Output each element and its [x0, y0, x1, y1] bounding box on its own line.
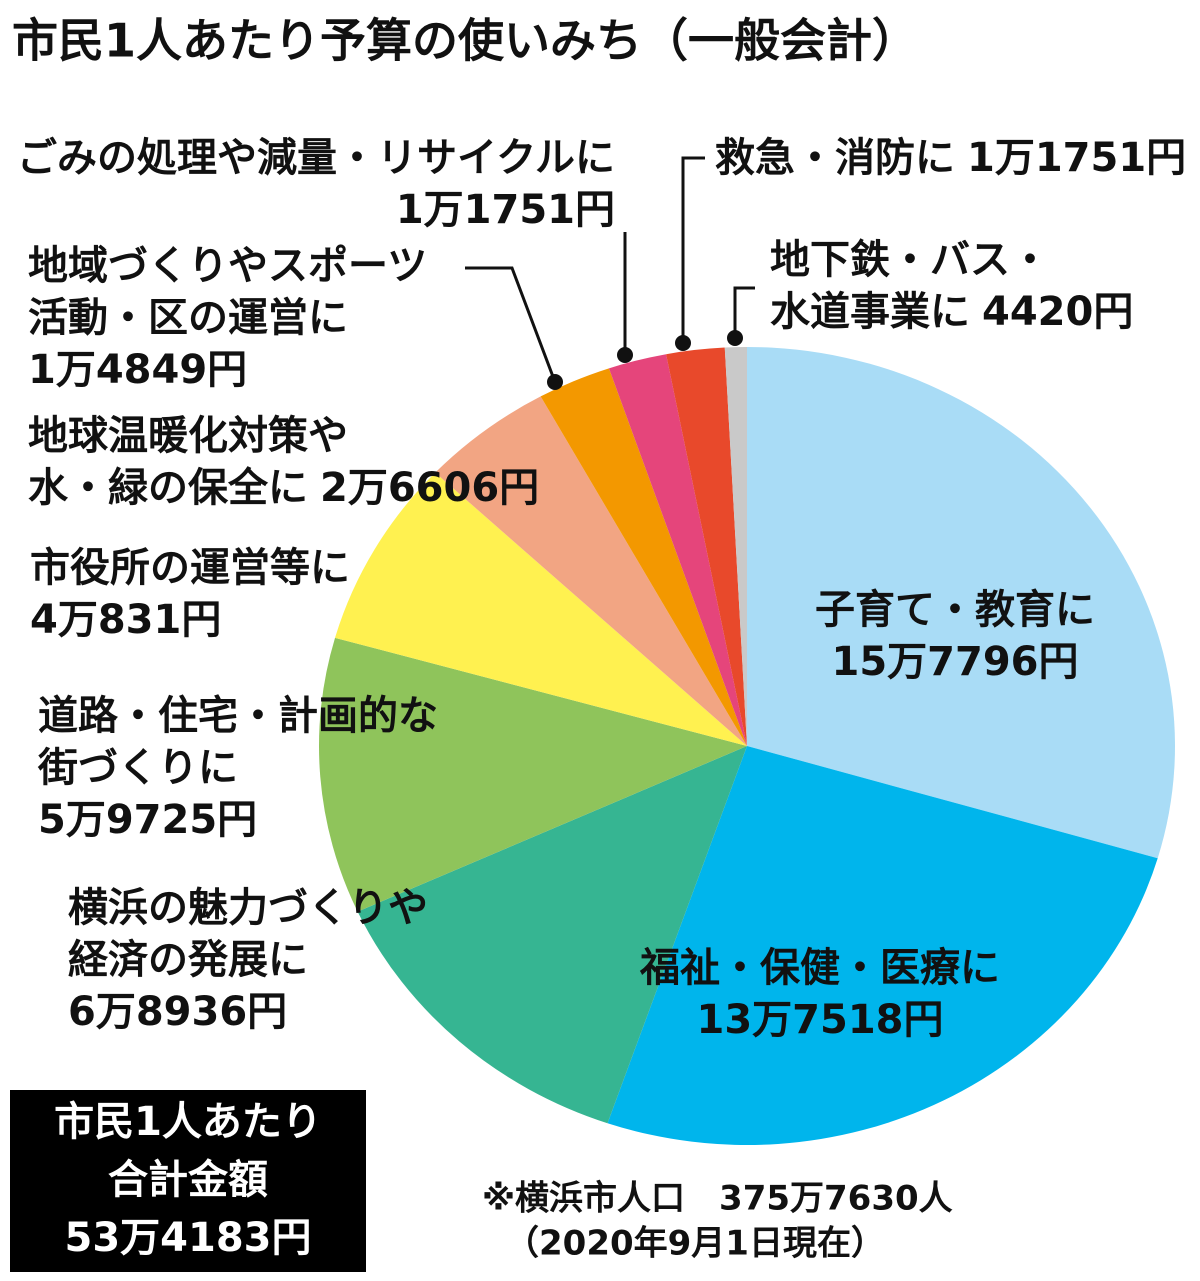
category-label: 水・緑の保全に	[28, 465, 308, 511]
slice-label: 子育て・教育に	[815, 587, 1095, 633]
pie-slice	[435, 396, 747, 746]
slice-label: 市役所の運営等に	[30, 545, 350, 591]
category-label: 経済の発展に	[68, 937, 308, 983]
value-label: 4420円	[982, 289, 1133, 335]
chart-title: 市民1人あたり予算の使いみち（一般会計）	[12, 14, 918, 68]
value-label: 13万7518円	[697, 997, 944, 1043]
note: ※横浜市人口 375万7630人	[482, 1179, 953, 1219]
slice-label: 道路・住宅・計画的な	[38, 693, 438, 739]
category-label: 活動・区の運営に	[28, 295, 348, 341]
value-label: 4万831円	[30, 597, 221, 643]
note: （2020年9月1日現在）	[505, 1224, 885, 1264]
category-label: 道路・住宅・計画的な	[38, 693, 438, 739]
category-label: 子育て・教育に	[815, 587, 1095, 633]
pie-slice	[335, 472, 747, 746]
pie-slice	[747, 347, 1175, 859]
slice-label: 横浜の魅力づくりや	[68, 885, 428, 931]
leader-line	[733, 286, 755, 338]
category-label: ごみの処理や減量・リサイクルに	[17, 135, 615, 181]
leader-dot	[727, 330, 743, 346]
leader-dot	[547, 374, 563, 390]
category-label: 地下鉄・バス・	[770, 237, 1050, 283]
value-label: 1万1751円	[967, 135, 1186, 181]
leader-line	[465, 266, 557, 383]
value-label: 2万6606円	[320, 465, 539, 511]
leader-dot	[617, 347, 633, 363]
category-label: 地域づくりやスポーツ	[28, 243, 427, 289]
pie-slice	[540, 368, 747, 746]
slice-label: 救急・消防に 1万1751円	[715, 135, 1186, 181]
value-label: 1万1751円	[396, 187, 615, 233]
slice-label: 街づくりに	[37, 745, 238, 791]
total-label: 合計金額	[108, 1157, 268, 1203]
pie-slice	[357, 746, 747, 1124]
category-label: 地球温暖化対策や	[28, 413, 348, 459]
leader-dot	[675, 335, 691, 351]
category-label: 水道事業に	[770, 289, 970, 335]
total-label: 市民1人あたり	[54, 1099, 322, 1145]
pie-slice	[607, 746, 1158, 1145]
slice-label: ごみの処理や減量・リサイクルに	[17, 135, 615, 181]
value-label: 6万8936円	[68, 989, 287, 1035]
value-label: 15万7796円	[832, 639, 1079, 685]
total-box	[10, 1090, 366, 1272]
leader-line	[681, 156, 705, 343]
slice-label: 水・緑の保全に 2万6606円	[28, 465, 539, 511]
slice-label: 経済の発展に	[68, 937, 308, 983]
category-label: 市役所の運営等に	[30, 545, 350, 591]
total-value: 53万4183円	[65, 1215, 312, 1261]
category-label: 街づくりに	[37, 745, 238, 791]
slice-label: 地域づくりやスポーツ	[28, 243, 427, 289]
slice-label: 地球温暖化対策や	[28, 413, 348, 459]
slice-label: 水道事業に 4420円	[770, 289, 1133, 335]
slice-label: 福祉・保健・医療に	[639, 945, 1000, 991]
pie-slice	[318, 637, 747, 912]
value-label: 5万9725円	[38, 797, 257, 843]
value-label: 1万4849円	[28, 347, 247, 393]
pie-slice	[608, 354, 747, 746]
category-label: 福祉・保健・医療に	[639, 945, 1000, 991]
category-label: 救急・消防に	[715, 135, 955, 181]
pie-slice	[666, 347, 747, 746]
category-label: 横浜の魅力づくりや	[68, 885, 428, 931]
pie-slice	[724, 347, 747, 746]
slice-label: 地下鉄・バス・	[770, 237, 1050, 283]
slice-label: 活動・区の運営に	[28, 295, 348, 341]
